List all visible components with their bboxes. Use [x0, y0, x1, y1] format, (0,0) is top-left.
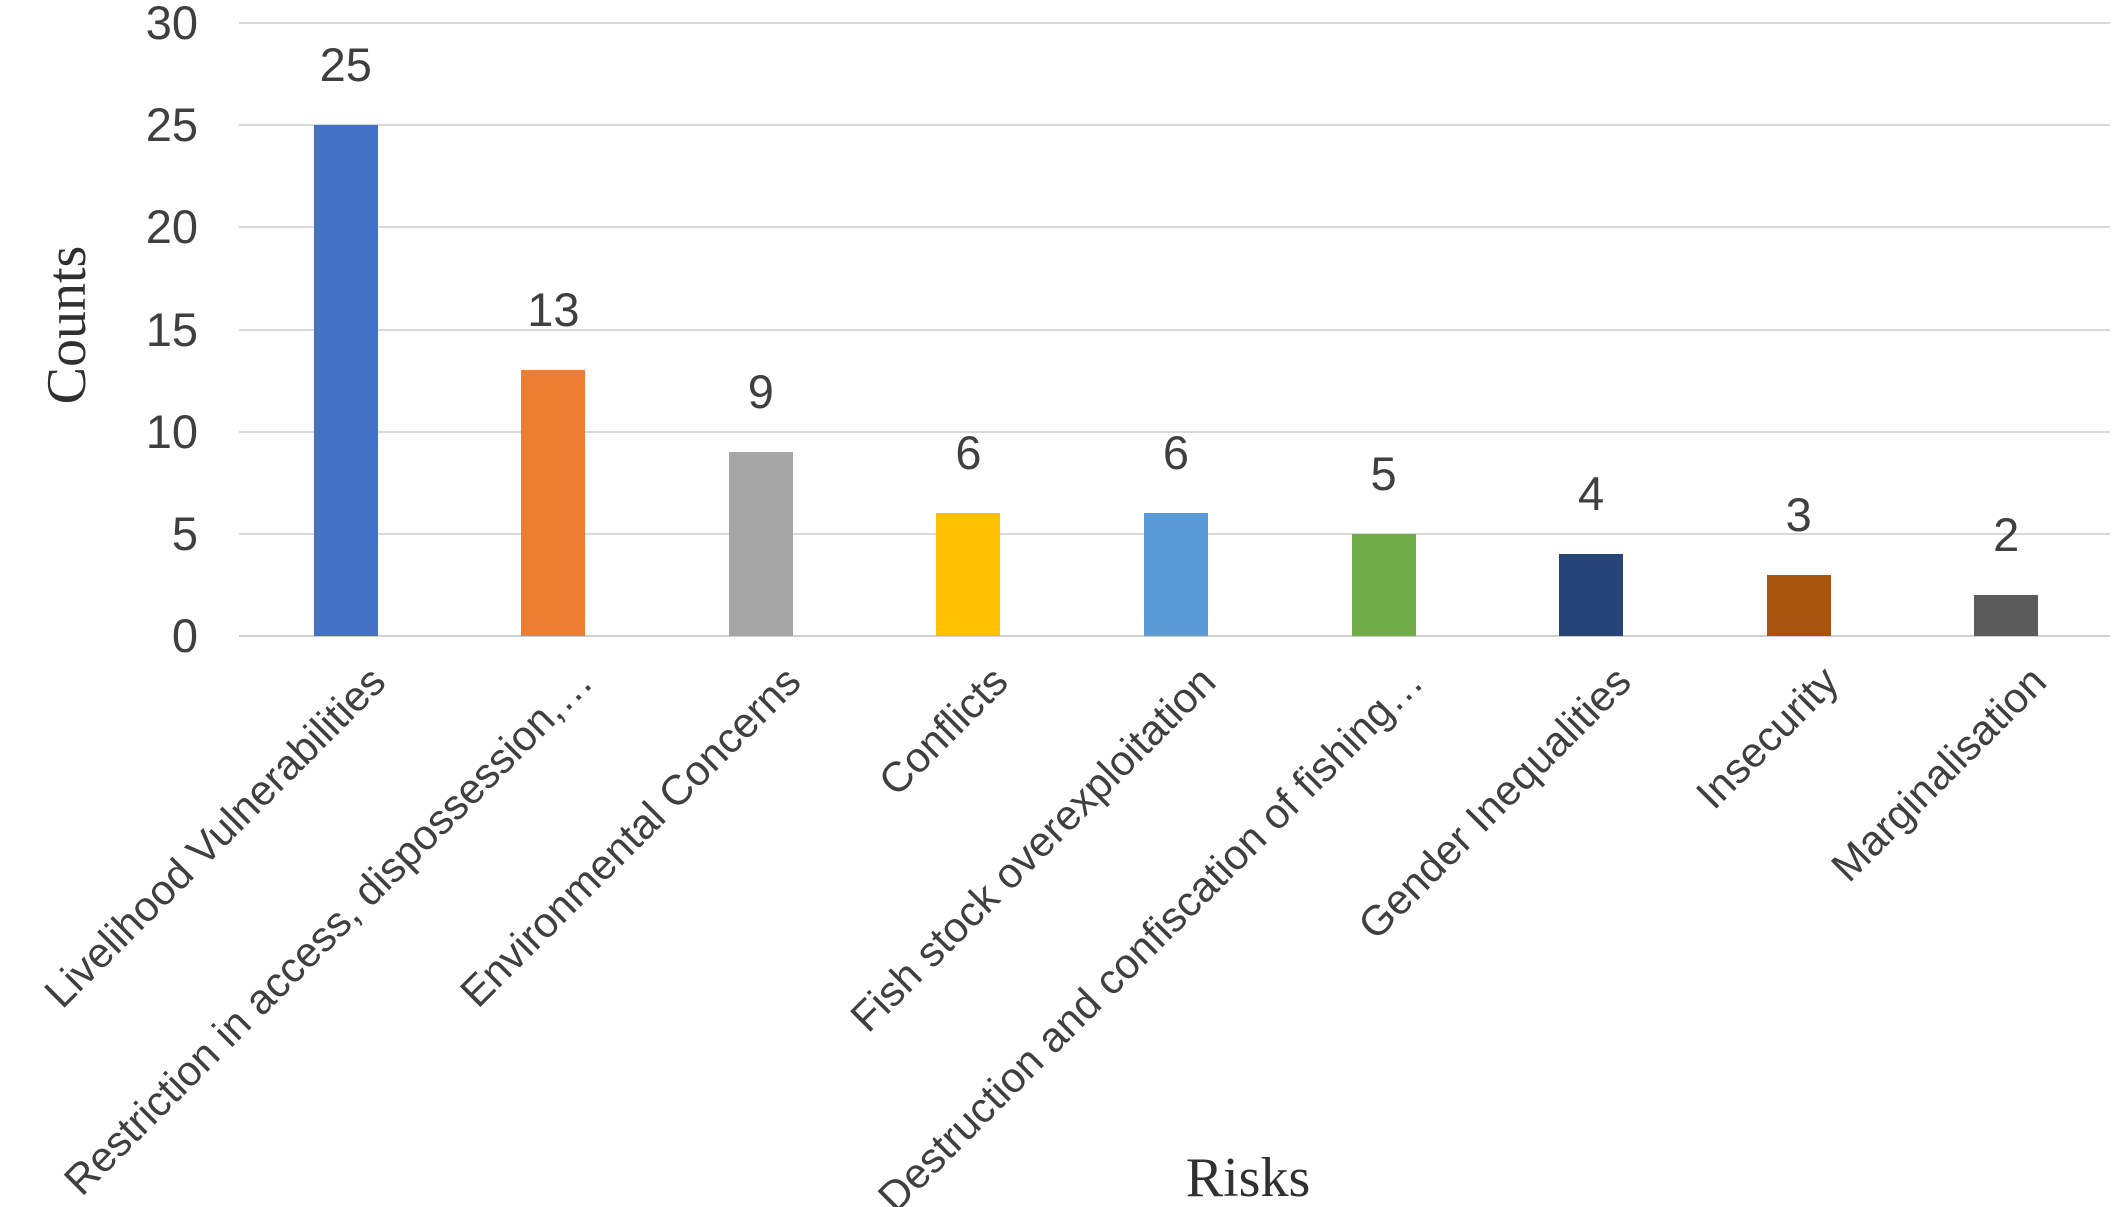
y-axis-title: Counts — [36, 245, 98, 405]
bar-value-label: 6 — [955, 426, 982, 480]
bar-value-label: 5 — [1370, 446, 1397, 500]
bar-value-label: 2 — [1993, 508, 2020, 562]
category-label: Insecurity — [1686, 657, 1848, 818]
x-axis-title: Risks — [1185, 1147, 1311, 1207]
y-tick-label: 5 — [171, 506, 198, 560]
bar — [1559, 554, 1624, 636]
bar-value-label: 13 — [527, 283, 580, 337]
gridline — [239, 328, 2110, 331]
y-tick-label: 20 — [145, 200, 198, 254]
bar-value-label: 25 — [319, 38, 372, 92]
category-label: Marginalisation — [1821, 657, 2055, 891]
bar — [1974, 595, 2039, 636]
y-tick-label: 30 — [145, 0, 198, 49]
bar-value-label: 6 — [1162, 426, 1190, 480]
bar — [313, 125, 378, 636]
gridline — [239, 430, 2110, 433]
y-tick-label: 0 — [171, 609, 198, 662]
gridline — [239, 124, 2110, 127]
category-label: Environmental Concerns — [450, 657, 810, 1016]
y-tick-label: 15 — [145, 302, 198, 356]
bar-value-label: 4 — [1578, 467, 1605, 521]
bar-value-label: 3 — [1785, 487, 1812, 541]
bar — [1144, 513, 1208, 636]
y-tick-label: 10 — [145, 404, 198, 458]
bar-value-label: 9 — [747, 365, 774, 419]
bar — [521, 370, 586, 636]
gridline — [239, 22, 2110, 24]
bar — [1766, 574, 1831, 636]
category-label: Fish stock overexploitation — [841, 657, 1225, 1041]
category-label: Conflicts — [869, 657, 1017, 805]
x-axis-line — [239, 635, 2110, 637]
category-label: Livelihood Vulnerabilities — [35, 657, 395, 1017]
bar — [1351, 533, 1416, 636]
gridline — [239, 226, 2110, 229]
y-tick-label: 25 — [145, 98, 198, 152]
bar — [936, 513, 1001, 636]
bar — [728, 452, 793, 636]
